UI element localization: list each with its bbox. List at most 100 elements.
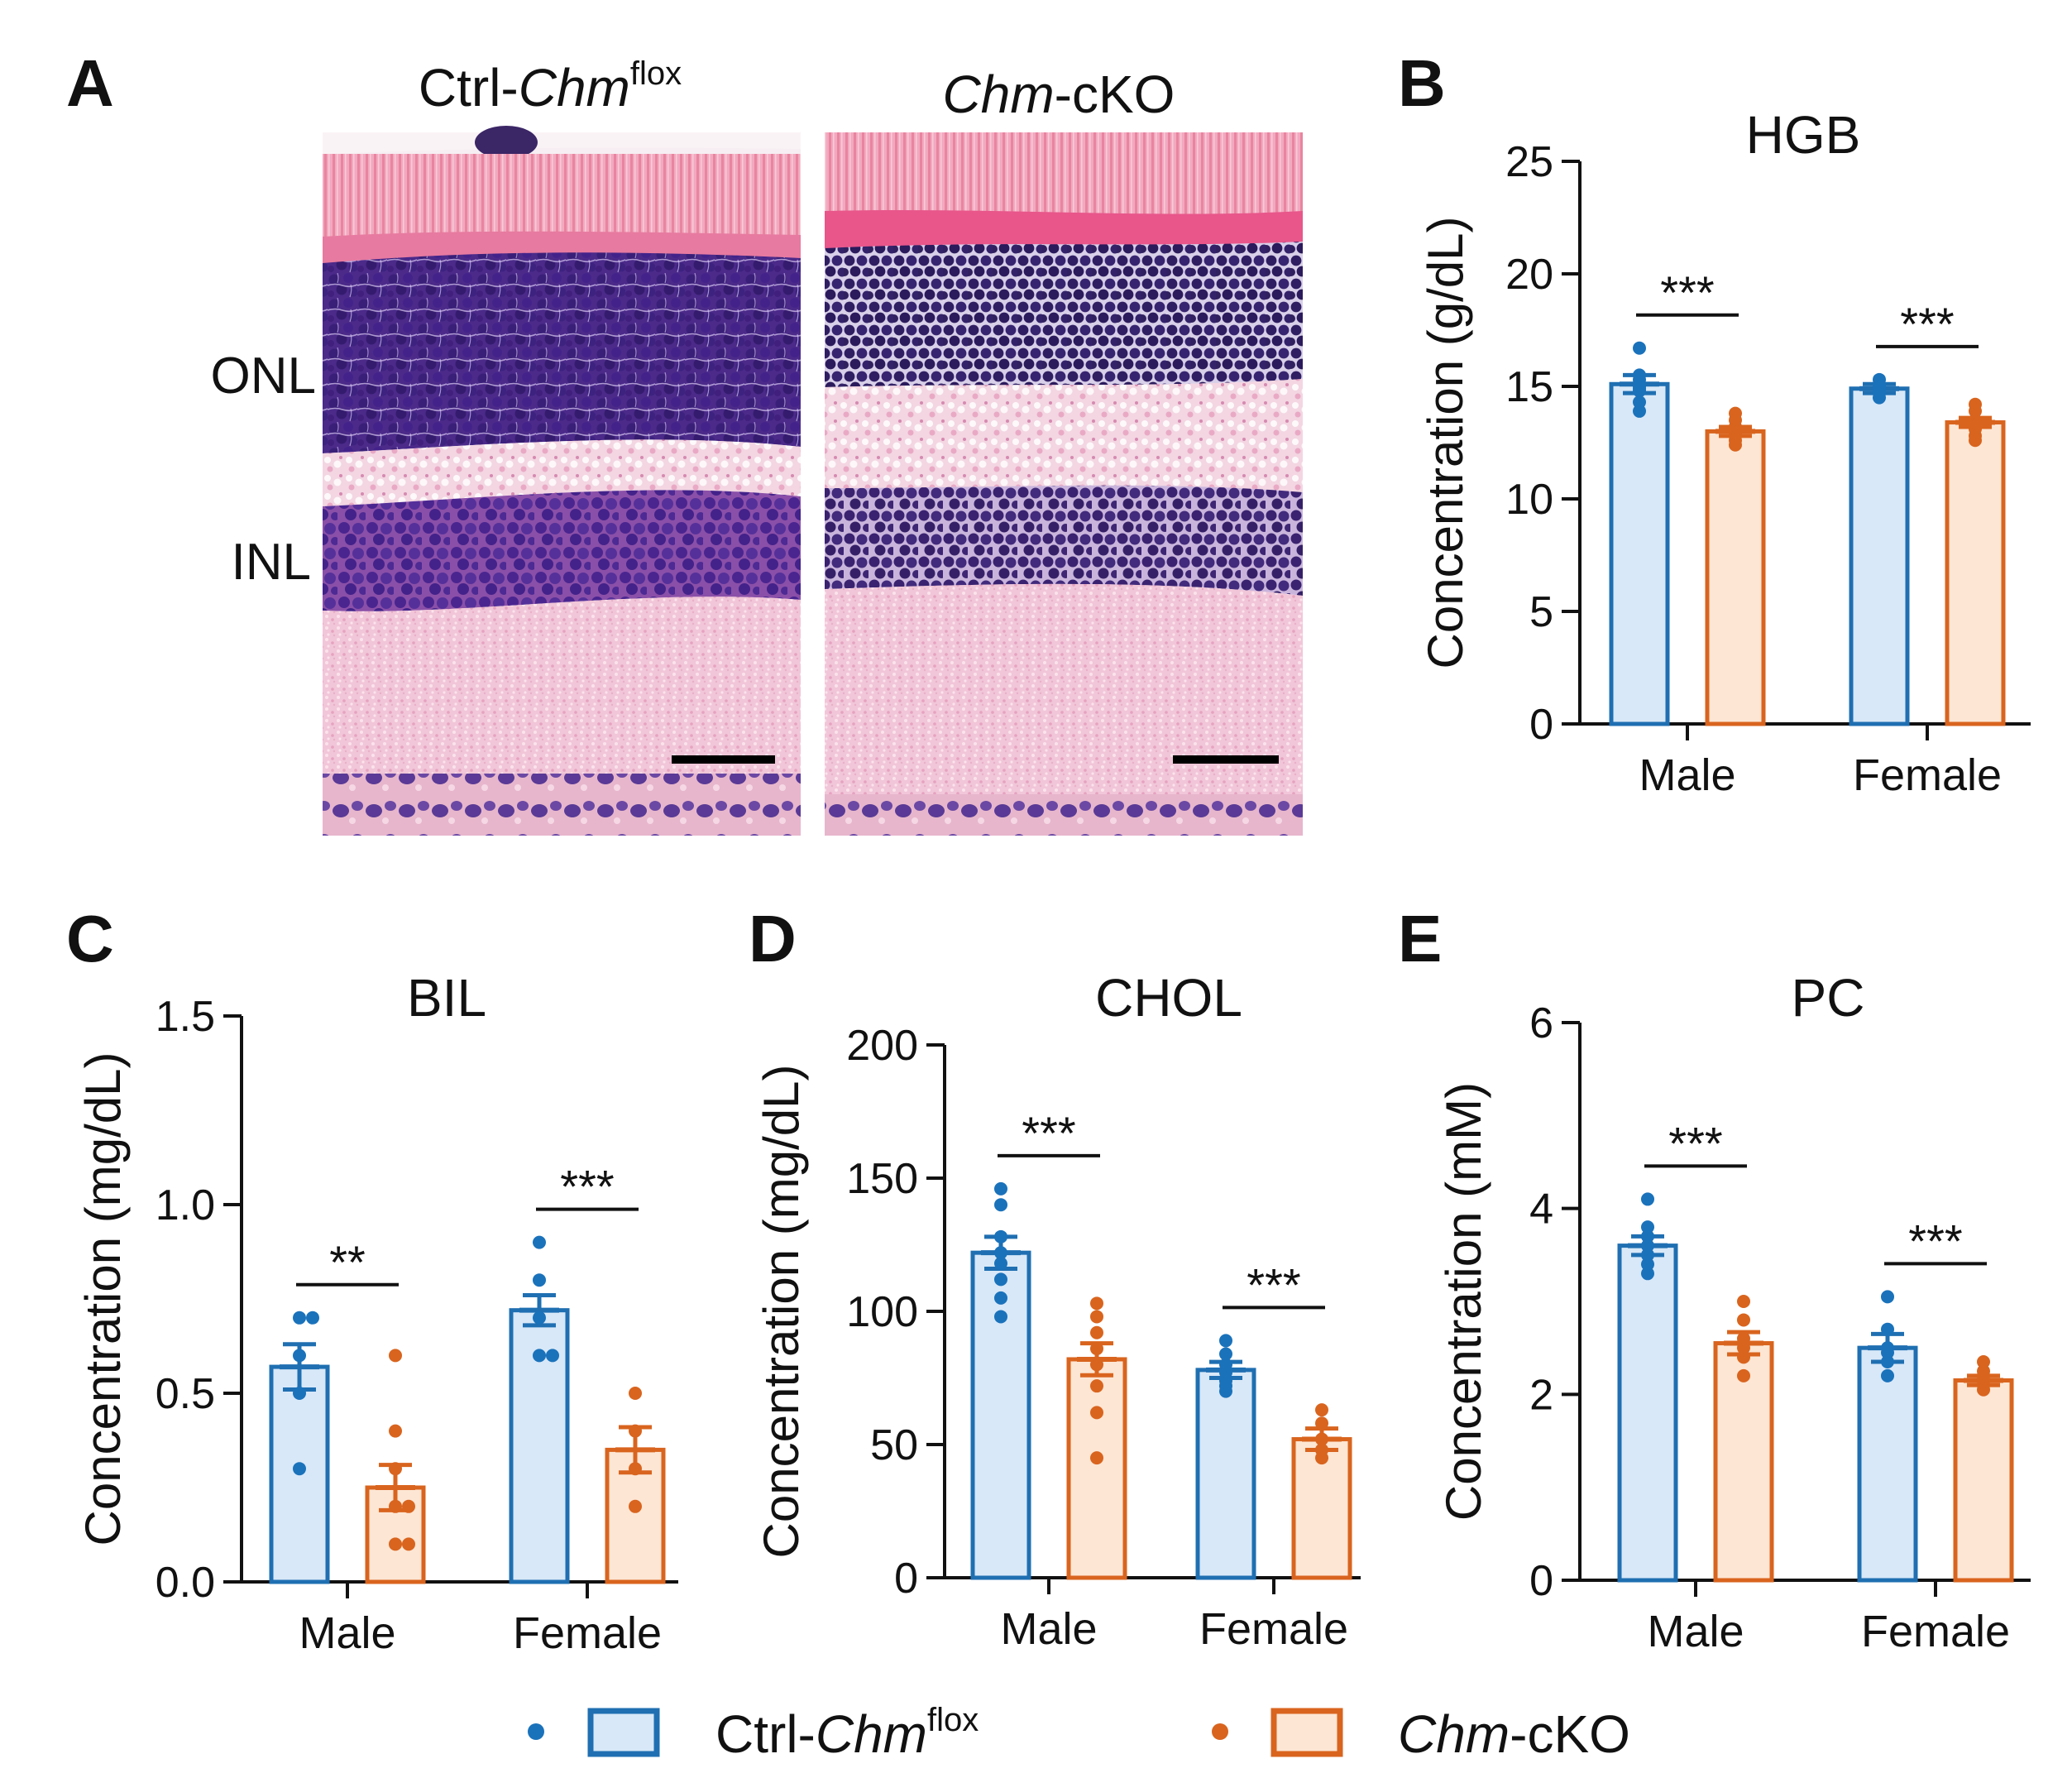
data-point [1090, 1379, 1103, 1393]
x-tick-label: Male [1639, 750, 1735, 800]
y-tick-label: 0.5 [156, 1370, 215, 1418]
chart-title: PC [1792, 968, 1865, 1028]
data-point [1219, 1384, 1232, 1398]
legend-ctrl-swatch [587, 1708, 660, 1757]
data-point [293, 1349, 306, 1363]
scale-bar [1173, 755, 1279, 764]
data-point [1641, 1220, 1654, 1234]
data-point [1090, 1358, 1103, 1372]
data-point [1977, 1355, 1990, 1369]
data-point [1737, 1341, 1750, 1355]
data-point [1737, 1350, 1750, 1364]
y-tick-label: 0 [1529, 701, 1553, 749]
significance-label: *** [1660, 266, 1714, 319]
chart-title: BIL [407, 968, 486, 1028]
bar [970, 1250, 1031, 1580]
data-point [1881, 1368, 1894, 1382]
panel-label-d: D [749, 902, 797, 975]
y-tick-label: 0 [894, 1555, 918, 1603]
data-point [1641, 1248, 1654, 1262]
data-point [629, 1387, 642, 1400]
data-point [1315, 1403, 1328, 1417]
bar [1705, 429, 1766, 726]
data-point [402, 1499, 415, 1513]
data-point [1737, 1313, 1750, 1327]
panel-label-b: B [1398, 46, 1446, 120]
layer-label-onl: ONL [211, 347, 316, 405]
y-tick-label: 1.5 [156, 993, 215, 1041]
data-point [1219, 1334, 1232, 1348]
data-point [1881, 1345, 1894, 1359]
data-point [293, 1387, 306, 1400]
y-tick-label: 200 [846, 1022, 918, 1070]
chart-chol: CHOL Concentration (mg/dL) 0 50 100 150 200 Mal… [754, 968, 1361, 1654]
data-point [994, 1229, 1007, 1243]
data-point [1881, 1290, 1894, 1304]
data-point [1315, 1416, 1328, 1430]
significance-label: *** [1908, 1215, 1962, 1267]
y-tick-label: 5 [1529, 588, 1553, 636]
panel-label-e: E [1398, 902, 1442, 975]
data-point [1090, 1310, 1103, 1324]
data-point [1315, 1432, 1328, 1446]
bar [1953, 1378, 2014, 1583]
data-point [1873, 391, 1886, 405]
retina-image-ctrl [323, 126, 801, 836]
data-point [1977, 1382, 1990, 1397]
significance-label: *** [1247, 1258, 1300, 1311]
y-tick-label: 10 [1505, 476, 1553, 524]
data-point [629, 1462, 642, 1476]
y-axis-label: Concentration (g/dL) [1418, 217, 1473, 669]
data-point [1881, 1355, 1894, 1369]
x-tick-label: Female [513, 1608, 662, 1658]
data-point [1881, 1322, 1894, 1336]
data-point [389, 1462, 402, 1476]
y-tick-label: 15 [1505, 363, 1553, 411]
y-tick-label: 4 [1529, 1186, 1553, 1234]
data-point [1641, 1258, 1654, 1272]
data-point [1729, 438, 1742, 452]
histology-left-title: Ctrl-Chmflox [419, 55, 682, 117]
panel-label-c: C [66, 902, 114, 975]
significance-label: *** [1022, 1107, 1075, 1159]
data-point [994, 1291, 1007, 1305]
data-point [1090, 1325, 1103, 1339]
data-point [629, 1499, 642, 1513]
chart-hgb: HGB Concentration (g/dL) 0 5 10 15 20 25 Male Fem… [1418, 105, 2031, 800]
data-point [1090, 1451, 1103, 1465]
data-point [1090, 1296, 1103, 1311]
data-point [994, 1198, 1007, 1212]
x-tick-label: Female [1199, 1604, 1348, 1654]
significance-label: *** [1900, 298, 1954, 350]
y-tick-label: 1.0 [156, 1181, 215, 1229]
data-point [1315, 1451, 1328, 1465]
legend-ctrl-label: Ctrl-Chmflox [715, 1702, 979, 1764]
legend-cko-dot [1212, 1723, 1228, 1740]
chart-bil: BIL Concentration (mg/dL) 0.0 0.5 1.0 1.5 Male… [75, 968, 678, 1658]
data-point [533, 1273, 546, 1287]
data-point [1641, 1192, 1654, 1206]
layer-label-inl: INL [232, 534, 311, 591]
histology-right-title: Chm-cKO [943, 65, 1175, 124]
x-tick-label: Female [1853, 750, 2002, 800]
data-point [546, 1349, 559, 1363]
data-point [533, 1349, 546, 1363]
significance-label: *** [560, 1161, 614, 1213]
data-point [1737, 1368, 1750, 1382]
data-point [994, 1181, 1007, 1196]
data-point [306, 1311, 319, 1325]
data-point [533, 1311, 546, 1325]
data-point [533, 1235, 546, 1249]
data-point [1969, 434, 1982, 448]
y-tick-label: 20 [1505, 251, 1553, 299]
chart-title: CHOL [1095, 968, 1242, 1028]
y-tick-label: 2 [1529, 1371, 1553, 1419]
bar [1195, 1368, 1256, 1580]
data-point [1090, 1406, 1103, 1420]
data-point [293, 1311, 306, 1325]
data-point [1641, 1229, 1654, 1243]
y-tick-label: 50 [870, 1421, 918, 1469]
x-tick-label: Male [299, 1608, 395, 1658]
x-tick-label: Male [1647, 1607, 1744, 1656]
data-point [1737, 1295, 1750, 1308]
